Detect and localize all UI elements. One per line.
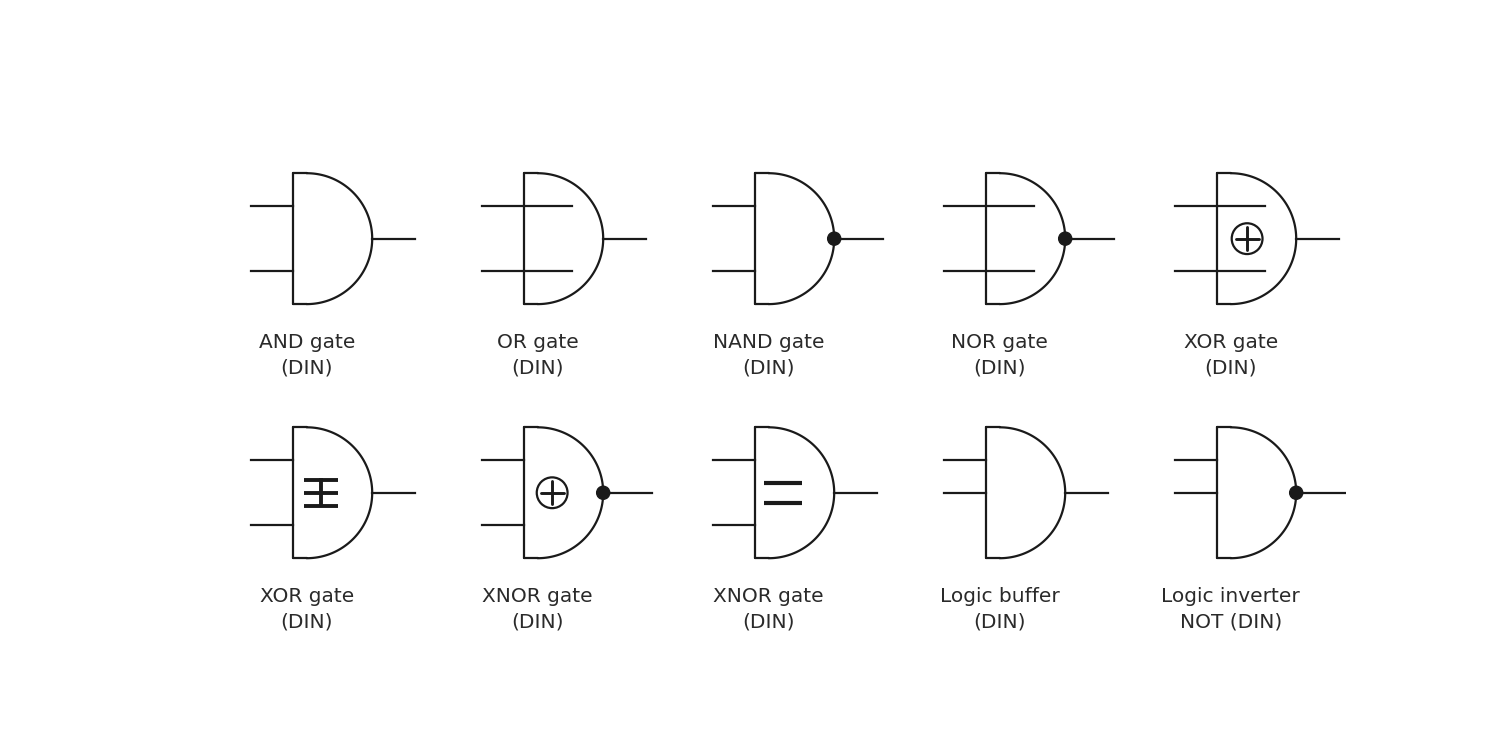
Text: XNOR gate
(DIN): XNOR gate (DIN): [714, 588, 824, 632]
Text: XNOR gate
(DIN): XNOR gate (DIN): [483, 588, 592, 632]
Circle shape: [1059, 232, 1071, 246]
Circle shape: [1290, 487, 1302, 499]
Text: XOR gate
(DIN): XOR gate (DIN): [260, 588, 354, 632]
Text: AND gate
(DIN): AND gate (DIN): [258, 333, 356, 377]
Text: NOR gate
(DIN): NOR gate (DIN): [951, 333, 1048, 377]
Text: NAND gate
(DIN): NAND gate (DIN): [712, 333, 825, 377]
Text: XOR gate
(DIN): XOR gate (DIN): [1184, 333, 1278, 377]
Text: Logic buffer
(DIN): Logic buffer (DIN): [940, 588, 1059, 632]
Circle shape: [828, 232, 840, 246]
Text: OR gate
(DIN): OR gate (DIN): [496, 333, 579, 377]
Text: Logic inverter
NOT (DIN): Logic inverter NOT (DIN): [1161, 588, 1300, 632]
Circle shape: [597, 487, 609, 499]
